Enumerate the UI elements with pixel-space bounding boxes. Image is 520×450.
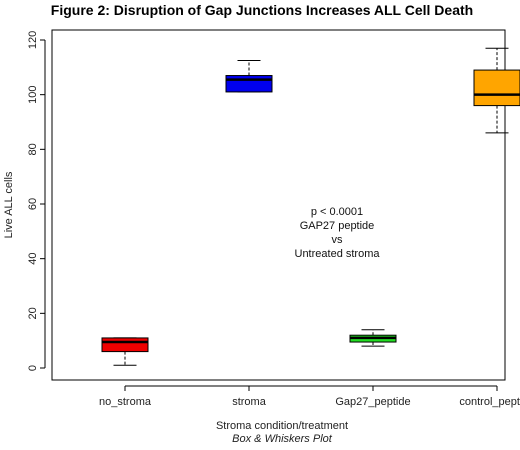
y-axis-label: Live ALL cells <box>3 171 15 238</box>
y-tick-label: 100 <box>27 85 39 103</box>
x-tick-label: stroma <box>232 396 267 408</box>
boxes-group <box>101 47 520 366</box>
x-axis-label: Stroma condition/treatment <box>216 420 348 432</box>
box-iqr <box>101 337 149 353</box>
y-tick-label: 80 <box>27 143 39 155</box>
box-control_peptide <box>473 47 520 134</box>
y-tick-label: 40 <box>27 253 39 265</box>
annotation-line-2: GAP27 peptide <box>300 220 375 232</box>
x-tick-label: control_peptide <box>459 396 520 408</box>
x-tick-label: no_stroma <box>99 396 152 408</box>
box-no_stroma <box>101 337 149 366</box>
box-iqr <box>225 75 273 93</box>
annotation-line-4: Untreated stroma <box>295 248 381 260</box>
plot-area-frame <box>51 29 506 381</box>
box-stroma <box>225 60 273 93</box>
box-iqr <box>473 69 520 107</box>
annotation-line-1: p < 0.0001 <box>311 206 363 218</box>
y-tick-label: 60 <box>27 198 39 210</box>
y-tick-label: 120 <box>27 31 39 49</box>
chart-title: Figure 2: Disruption of Gap Junctions In… <box>51 2 473 18</box>
box-Gap27_peptide <box>349 329 397 347</box>
y-tick-label: 20 <box>27 307 39 319</box>
y-axis: 0 20 40 60 80 100 120 <box>27 31 46 371</box>
chart-subtitle: Box & Whiskers Plot <box>232 433 333 445</box>
x-tick-label: Gap27_peptide <box>335 396 410 408</box>
annotation-line-3: vs <box>332 234 344 246</box>
x-axis: no_stroma stroma Gap27_peptide control_pept… <box>99 385 520 408</box>
y-tick-label: 0 <box>27 365 39 371</box>
